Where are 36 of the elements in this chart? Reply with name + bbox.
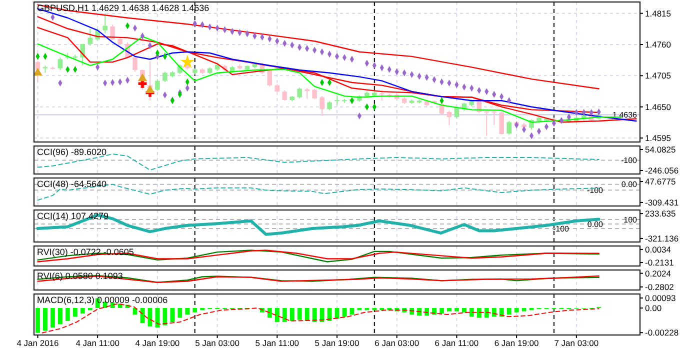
y-tick-label: 0.00093 [645,292,676,303]
x-tick-label: 4 Jan 2016 [16,338,60,348]
y-tick-label: 0.2024 [645,268,672,278]
y-tick-label: 1.4595 [645,133,672,144]
x-tick-label: 5 Jan 19:00 [314,338,360,348]
x-tick-label: 4 Jan 19:00 [135,338,180,348]
x-tick-label: 6 Jan 11:00 [434,338,479,348]
chart-title: MACD(6,12,3) 0.00009 -0.00006 [37,295,168,305]
x-tick-label: 7 Jan 03:00 [554,338,599,348]
ref-line-label: 0.00 [621,180,638,190]
x-tick-label: 5 Jan 03:00 [195,338,240,348]
y-tick-label: -0.2131 [645,258,674,268]
ref-line-label: -100 [552,224,570,234]
y-tick-label: 1.4815 [645,8,672,18]
ref-line-label: 0.00 [587,220,604,229]
y-tick-label: 0.00 [645,303,662,313]
chart-title: CCI(48) -64.5640 [37,179,107,189]
y-tick-label: 47.6775 [645,176,676,187]
ref-line-label: 100 [624,215,638,224]
y-tick-label: 54.0825 [645,144,676,154]
y-tick-label: -0.00228 [645,328,679,338]
chart-title: CCI(96) -89.6020 [37,147,107,157]
y-tick-label: -321.136 [645,233,679,244]
y-tick-label: -246.056 [645,165,679,176]
x-tick-label: 6 Jan 19:00 [494,338,540,348]
ref-line-label: -100 [620,156,638,166]
x-tick-label: 4 Jan 11:00 [76,338,120,348]
y-tick-label: 233.635 [645,208,676,219]
y-tick-label: -0.2802 [645,282,674,292]
y-tick-label: 1.4705 [645,70,672,81]
y-tick-label: 1.4760 [645,39,672,50]
y-tick-label: 1.4650 [645,102,672,112]
y-tick-label: 0.0034 [645,244,672,254]
y-tick-label: -309.431 [645,197,679,208]
x-tick-label: 5 Jan 11:00 [255,338,300,348]
x-tick-label: 6 Jan 03:00 [374,338,420,348]
